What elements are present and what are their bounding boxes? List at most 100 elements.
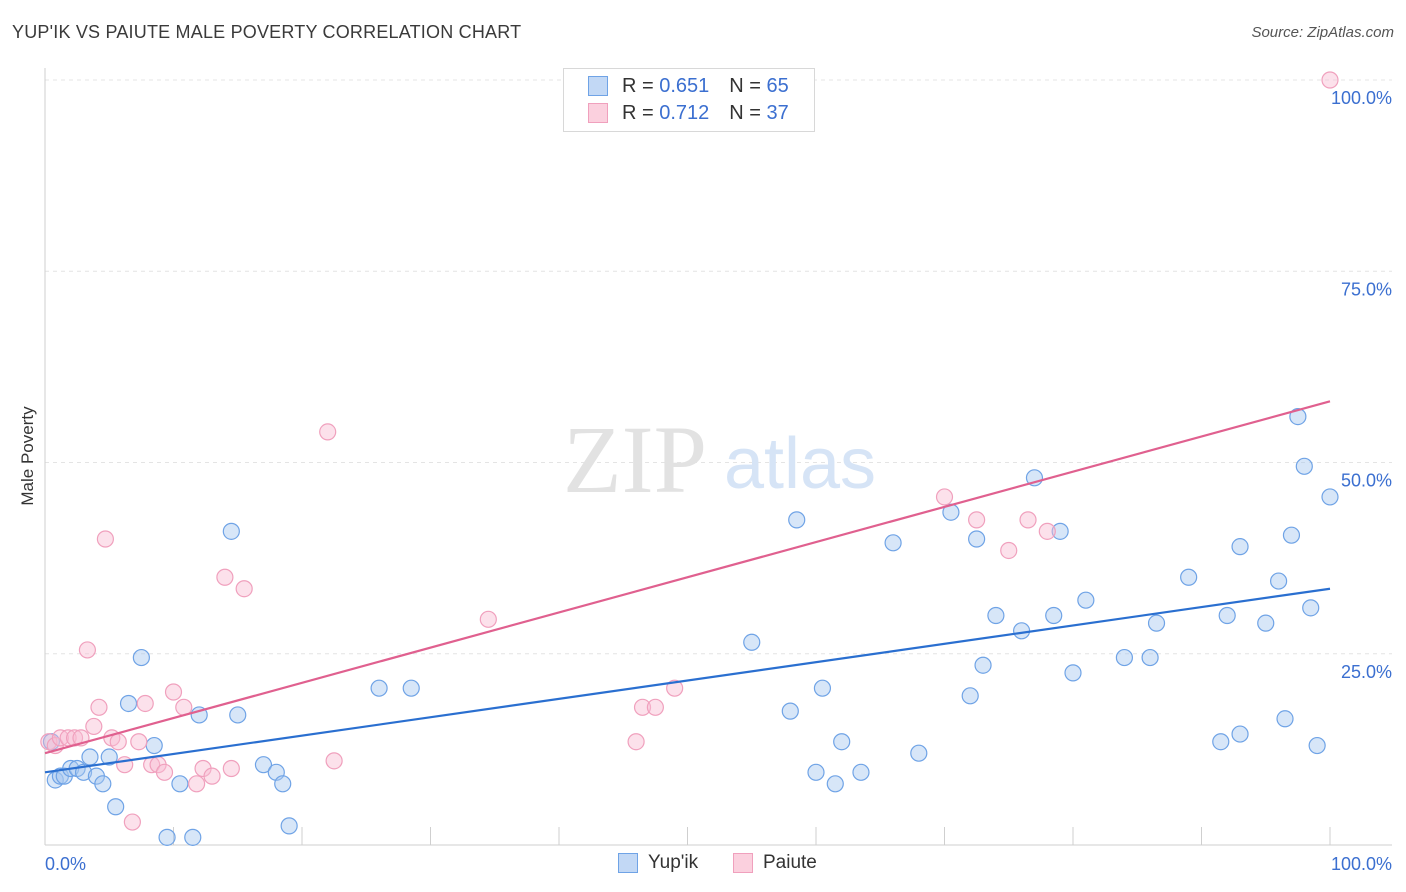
- data-points: [40, 71, 1339, 846]
- legend-n-label: N =: [729, 74, 761, 97]
- point-yupik: [968, 530, 986, 548]
- legend-n-value: 65: [766, 74, 789, 97]
- point-paiute: [1019, 511, 1037, 529]
- point-yupik: [1276, 710, 1294, 728]
- point-paiute: [96, 530, 114, 548]
- point-yupik: [1012, 622, 1031, 640]
- point-yupik: [1077, 591, 1095, 609]
- legend-swatch-paiute: [588, 103, 608, 123]
- point-yupik: [1212, 733, 1230, 751]
- point-yupik: [1295, 457, 1313, 475]
- y-tick-label: 50.0%: [1341, 471, 1392, 491]
- axes: [44, 68, 1392, 846]
- point-yupik: [1282, 526, 1301, 544]
- point-yupik: [132, 648, 150, 667]
- point-paiute: [109, 733, 127, 751]
- point-yupik: [100, 748, 118, 766]
- point-yupik: [884, 534, 902, 552]
- point-yupik: [145, 736, 163, 755]
- point-yupik: [788, 511, 806, 529]
- grid-lines: [45, 79, 1392, 655]
- series-swatch-paiute: [733, 853, 753, 873]
- point-yupik: [119, 694, 138, 713]
- correlation-legend: R = 0.651 N = 65 R = 0.712 N = 37: [563, 68, 815, 132]
- point-yupik: [833, 733, 851, 751]
- point-paiute: [78, 641, 97, 659]
- point-paiute: [633, 698, 652, 716]
- point-paiute: [136, 694, 154, 713]
- point-yupik: [1289, 408, 1307, 426]
- point-paiute: [479, 610, 497, 628]
- x-tick-label: 0.0%: [45, 854, 86, 874]
- point-yupik: [987, 606, 1005, 625]
- point-paiute: [90, 698, 108, 716]
- point-yupik: [1231, 725, 1249, 743]
- series-legend: Yup'ik Paiute: [0, 852, 1406, 876]
- tick-labels: 100.0% 75.0% 50.0% 25.0% 0.0% 100.0%: [45, 88, 1392, 874]
- point-yupik: [1051, 522, 1069, 540]
- watermark: ZIP atlas: [563, 406, 876, 513]
- point-paiute: [666, 679, 684, 697]
- series-legend-label: Paiute: [763, 852, 817, 873]
- point-yupik: [1218, 606, 1236, 625]
- y-tick-label: 25.0%: [1341, 662, 1392, 682]
- legend-row-paiute: R = 0.712 N = 37: [588, 100, 789, 126]
- point-paiute: [130, 733, 148, 751]
- legend-r-label: R =: [622, 101, 654, 124]
- y-tick-label: 75.0%: [1341, 279, 1392, 299]
- point-paiute: [325, 752, 343, 770]
- legend-r-label: R =: [622, 74, 654, 97]
- point-paiute: [627, 733, 645, 751]
- trend-line-paiute: [44, 400, 1331, 755]
- series-legend-yupik: Yup'ik: [618, 852, 698, 874]
- point-yupik: [402, 679, 420, 697]
- point-yupik: [81, 748, 99, 766]
- point-yupik: [974, 656, 992, 674]
- point-yupik: [370, 679, 388, 697]
- point-yupik: [1231, 538, 1249, 556]
- point-paiute: [123, 813, 141, 831]
- point-paiute: [1321, 71, 1339, 89]
- point-yupik: [274, 775, 292, 793]
- point-paiute: [164, 683, 183, 701]
- y-tick-label: 100.0%: [1331, 88, 1392, 108]
- point-paiute: [188, 775, 206, 793]
- legend-r-value: 0.651: [659, 74, 710, 97]
- point-paiute: [222, 759, 240, 778]
- point-yupik: [1257, 614, 1275, 632]
- point-yupik: [1064, 664, 1082, 682]
- point-yupik: [229, 706, 247, 724]
- point-yupik: [961, 687, 979, 705]
- x-tick-label: 100.0%: [1331, 854, 1392, 874]
- point-paiute: [203, 767, 221, 785]
- series-legend-paiute: Paiute: [733, 852, 817, 874]
- point-paiute: [155, 763, 174, 781]
- point-paiute: [235, 580, 253, 598]
- point-yupik: [280, 817, 298, 835]
- series-legend-label: Yup'ik: [648, 852, 699, 873]
- point-yupik: [781, 702, 799, 720]
- point-yupik: [813, 679, 832, 697]
- point-yupik: [1321, 488, 1339, 506]
- point-paiute: [1000, 541, 1018, 560]
- point-paiute: [646, 698, 664, 716]
- legend-row-yupik: R = 0.651 N = 65: [588, 73, 789, 99]
- point-paiute: [216, 568, 234, 586]
- point-yupik: [852, 763, 870, 781]
- point-paiute: [1038, 522, 1056, 540]
- point-yupik: [743, 633, 761, 651]
- watermark-atlas: atlas: [724, 424, 876, 504]
- trend-line-yupik: [44, 587, 1331, 774]
- point-paiute: [968, 511, 986, 529]
- point-yupik: [94, 775, 112, 793]
- point-yupik: [254, 756, 273, 774]
- point-yupik: [222, 522, 240, 540]
- point-yupik: [1269, 572, 1288, 590]
- point-yupik: [1045, 606, 1063, 625]
- legend-n-label: N =: [729, 101, 761, 124]
- point-yupik: [1141, 648, 1159, 667]
- watermark-zip: ZIP: [563, 406, 707, 513]
- legend-r-value: 0.712: [659, 101, 710, 124]
- trend-lines: [44, 400, 1331, 774]
